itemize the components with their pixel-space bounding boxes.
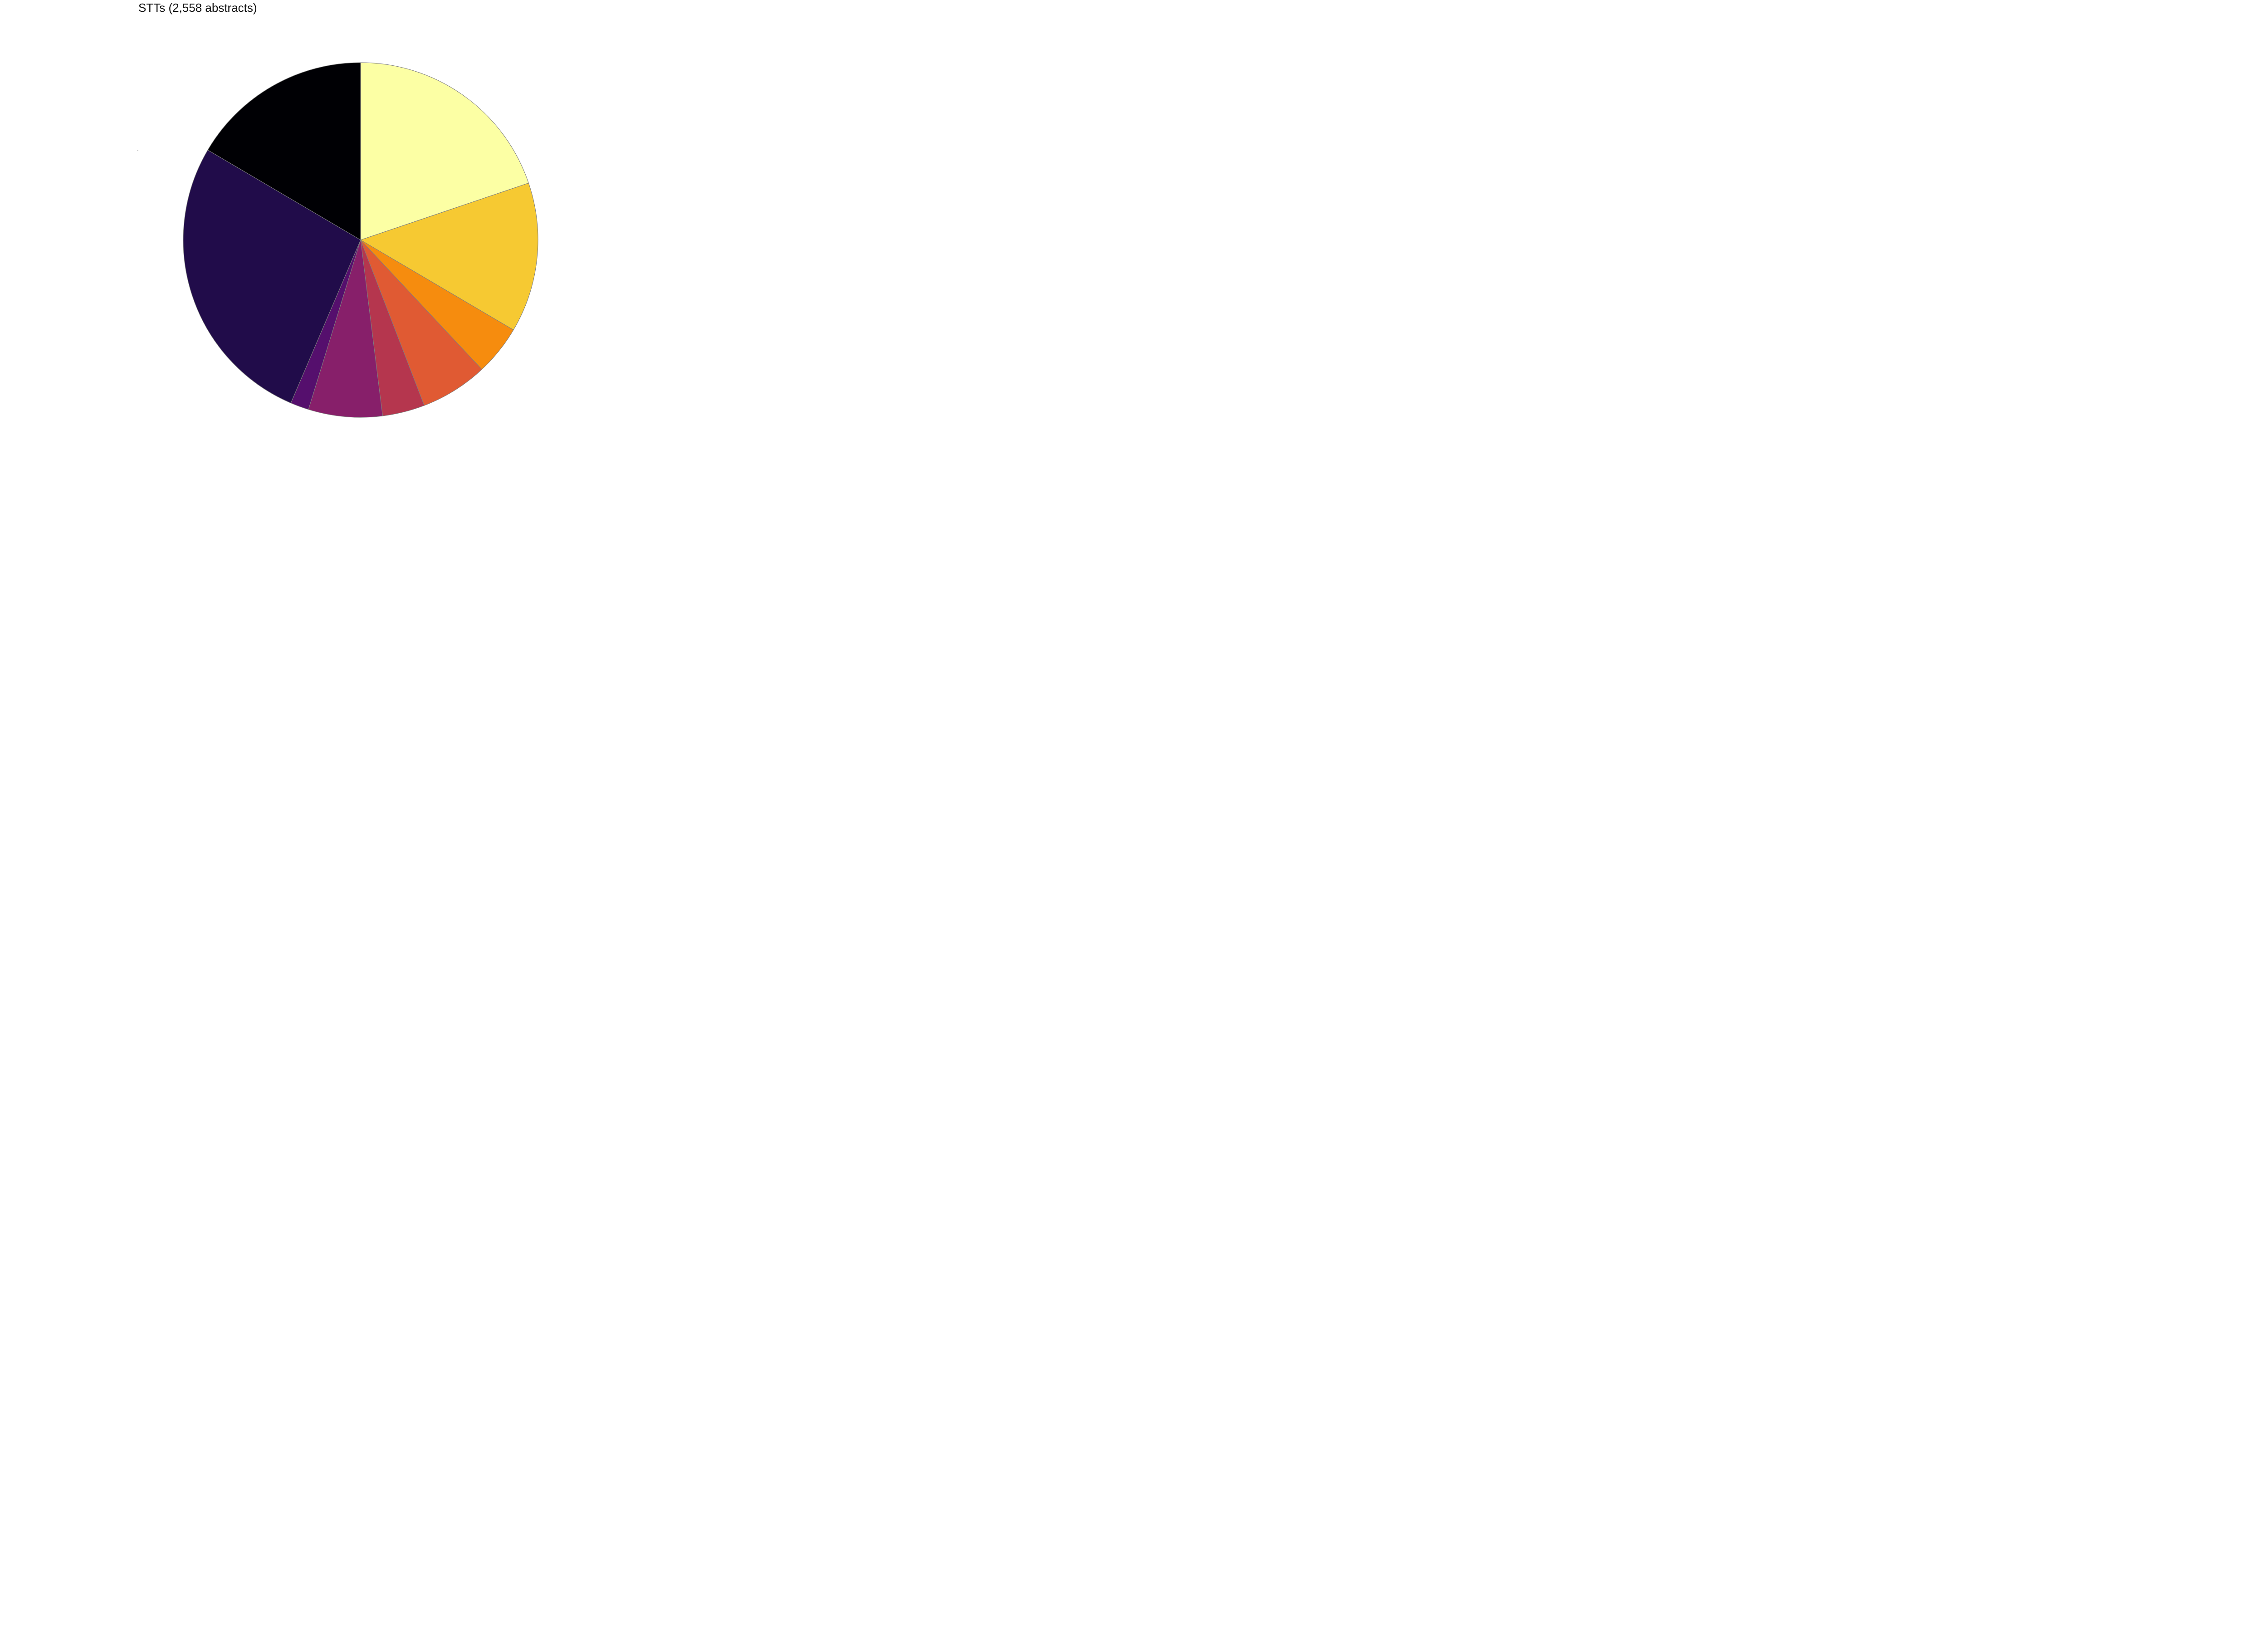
pie-chart (183, 62, 538, 418)
pie-slice-6 (308, 240, 383, 418)
pie-slice-9 (207, 62, 361, 240)
pie-slice-8 (183, 150, 361, 404)
chart-title: STTs (2,558 abstracts) (138, 1, 257, 15)
pie-slice-1 (360, 62, 529, 240)
pie-slice-4 (360, 240, 483, 406)
chart-root: STTs (2,558 abstracts) (0, 0, 702, 468)
pie-slice-2 (360, 182, 538, 330)
